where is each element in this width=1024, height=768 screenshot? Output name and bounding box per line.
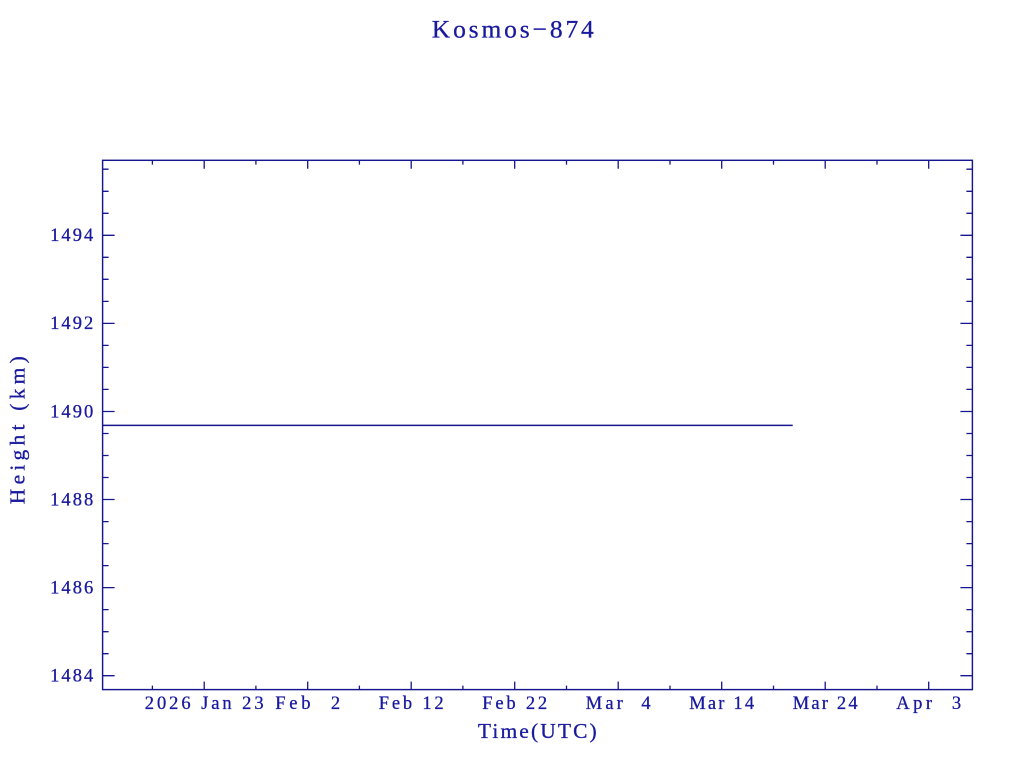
svg-text:Feb 2: Feb 2	[275, 694, 340, 714]
svg-text:1484: 1484	[50, 667, 93, 687]
svg-text:Feb 12: Feb 12	[379, 694, 444, 714]
svg-text:Mar 24: Mar 24	[793, 694, 858, 714]
svg-text:1492: 1492	[50, 314, 93, 334]
svg-text:Kosmos−874: Kosmos−874	[432, 15, 594, 44]
svg-text:Time(UTC): Time(UTC)	[478, 719, 597, 743]
svg-text:1490: 1490	[50, 402, 93, 422]
svg-text:Apr 3: Apr 3	[896, 694, 961, 714]
svg-text:Mar 4: Mar 4	[586, 694, 651, 714]
svg-text:Height (km): Height (km)	[6, 356, 30, 504]
svg-text:1488: 1488	[50, 490, 93, 510]
svg-text:Mar 14: Mar 14	[689, 694, 754, 714]
svg-text:2026 Jan 23: 2026 Jan 23	[145, 694, 264, 714]
svg-text:1494: 1494	[50, 226, 93, 246]
svg-text:1486: 1486	[50, 578, 93, 598]
svg-text:Feb 22: Feb 22	[482, 694, 547, 714]
